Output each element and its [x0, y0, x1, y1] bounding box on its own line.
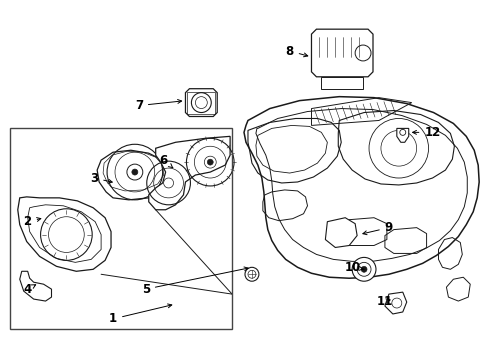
Text: 9: 9	[362, 221, 392, 235]
Polygon shape	[325, 218, 356, 247]
Polygon shape	[384, 292, 406, 314]
Circle shape	[207, 159, 213, 165]
Circle shape	[132, 169, 138, 175]
Text: 8: 8	[285, 45, 307, 58]
Polygon shape	[244, 96, 478, 278]
Text: 3: 3	[90, 171, 112, 185]
Text: 4: 4	[23, 283, 36, 296]
Text: 11: 11	[376, 294, 392, 307]
Text: 10: 10	[345, 261, 363, 274]
Circle shape	[360, 266, 366, 272]
Text: 5: 5	[142, 267, 247, 296]
Text: 12: 12	[412, 126, 440, 139]
Circle shape	[244, 267, 258, 281]
Bar	[10, 129, 232, 329]
Text: 1: 1	[109, 304, 171, 325]
Circle shape	[351, 257, 375, 281]
Polygon shape	[311, 29, 372, 77]
Text: 2: 2	[23, 215, 41, 228]
Text: 7: 7	[135, 99, 181, 112]
Polygon shape	[97, 150, 168, 200]
Text: 6: 6	[159, 154, 172, 168]
Polygon shape	[185, 89, 217, 117]
Polygon shape	[148, 136, 230, 210]
Polygon shape	[18, 197, 111, 271]
Polygon shape	[396, 129, 408, 142]
Polygon shape	[20, 271, 51, 301]
